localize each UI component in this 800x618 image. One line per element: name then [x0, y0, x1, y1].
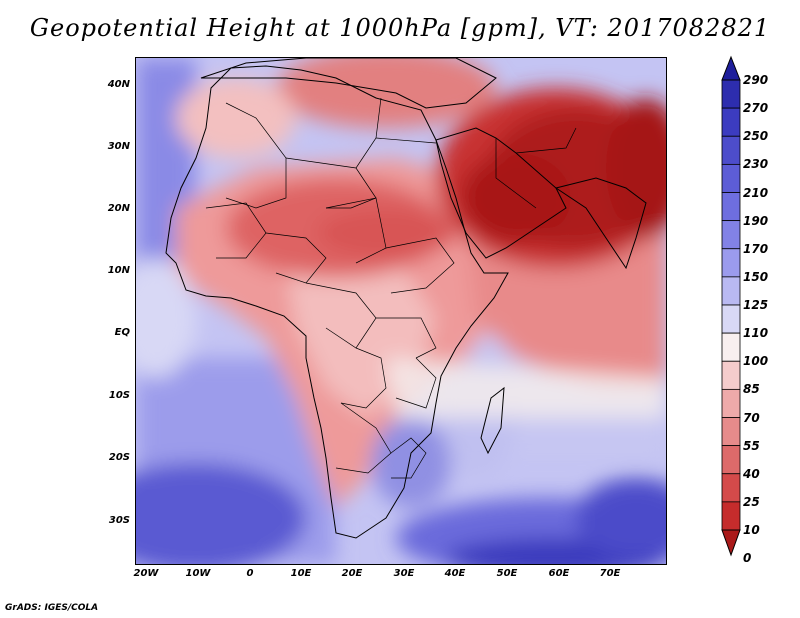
lat-label-20s: 20S	[108, 452, 130, 463]
colorbar-box	[721, 445, 741, 475]
colorbar-box	[721, 220, 741, 250]
field-equatorial-white	[386, 358, 666, 418]
colorbar-box	[721, 360, 741, 390]
colorbar-label: 110	[743, 326, 769, 341]
chart-title: Geopotential Height at 1000hPa [gpm], VT…	[29, 14, 771, 42]
field-arabia-core	[461, 153, 571, 243]
colorbar-label: 210	[743, 185, 769, 200]
lon-label-10w: 10W	[185, 568, 211, 579]
lat-label-40n: 40N	[107, 79, 130, 90]
colorbar-box	[721, 473, 741, 503]
colorbar-box	[721, 501, 741, 531]
colorbar-label: 100	[743, 354, 769, 369]
lon-label-50e: 50E	[496, 568, 518, 579]
colorbar-label: 70	[743, 410, 760, 425]
field-sudan-warm	[316, 208, 456, 258]
colorbar-label: 40	[743, 466, 760, 481]
colorbar-box	[721, 248, 741, 278]
colorbar-label: 170	[743, 241, 769, 256]
lat-label-30n: 30N	[107, 141, 130, 152]
lat-label-eq: EQ	[114, 327, 130, 338]
colorbar-box	[721, 276, 741, 306]
lon-label-60e: 60E	[548, 568, 570, 579]
lat-label-20n: 20N	[107, 203, 130, 214]
field-southeast-low	[576, 478, 666, 558]
coastline-madagascar	[480, 386, 505, 455]
lon-label-70e: 70E	[599, 568, 621, 579]
colorbar-box	[721, 192, 741, 222]
colorbar-label: 10	[743, 523, 760, 537]
colorbar-box	[721, 163, 741, 193]
lon-label-30e: 30E	[393, 568, 415, 579]
grads-credit: GrADS: IGES/COLA	[5, 603, 99, 613]
field-northwest	[176, 78, 296, 158]
field-pakistan-deep	[606, 98, 666, 238]
lon-label-0: 0	[246, 568, 254, 579]
lon-label-20w: 20W	[133, 568, 159, 579]
colorbar-label: 85	[743, 382, 760, 397]
field-southwest-low	[136, 463, 306, 564]
colorbar-bottom-arrow	[721, 529, 741, 557]
field-south-africa-cool	[371, 418, 451, 508]
colorbar-box	[721, 79, 741, 109]
field-mediterranean	[276, 58, 496, 128]
colorbar-top-arrow	[721, 55, 741, 81]
coastline-europe	[200, 58, 497, 109]
colorbar-label: 25	[743, 494, 760, 509]
colorbar-box	[721, 304, 741, 334]
colorbar-label: 230	[743, 157, 769, 172]
coastline-south-asia	[554, 177, 647, 270]
colorbar-label: 0	[743, 551, 752, 566]
lon-label-10e: 10E	[290, 568, 312, 579]
colorbar-box	[721, 107, 741, 137]
colorbar-box	[721, 417, 741, 447]
lat-label-10s: 10S	[108, 390, 130, 401]
colorbar	[721, 55, 741, 557]
geopotential-field	[136, 58, 666, 564]
lon-label-40e: 40E	[444, 568, 466, 579]
colorbar-label: 250	[743, 129, 769, 144]
map-panel	[135, 57, 667, 565]
colorbar-label: 55	[743, 438, 760, 453]
colorbar-box	[721, 388, 741, 418]
colorbar-label: 270	[743, 101, 769, 116]
field-atlantic-light	[136, 258, 196, 378]
colorbar-box	[721, 135, 741, 165]
lat-label-30s: 30S	[108, 515, 130, 526]
colorbar-label: 125	[743, 298, 769, 312]
colorbar-label: 290	[743, 73, 769, 87]
colorbar-label: 190	[743, 213, 769, 228]
lat-label-10n: 10N	[107, 265, 130, 276]
country-borders	[205, 97, 577, 479]
colorbar-box	[721, 332, 741, 362]
colorbar-label: 150	[743, 269, 769, 284]
lon-label-20e: 20E	[341, 568, 363, 579]
